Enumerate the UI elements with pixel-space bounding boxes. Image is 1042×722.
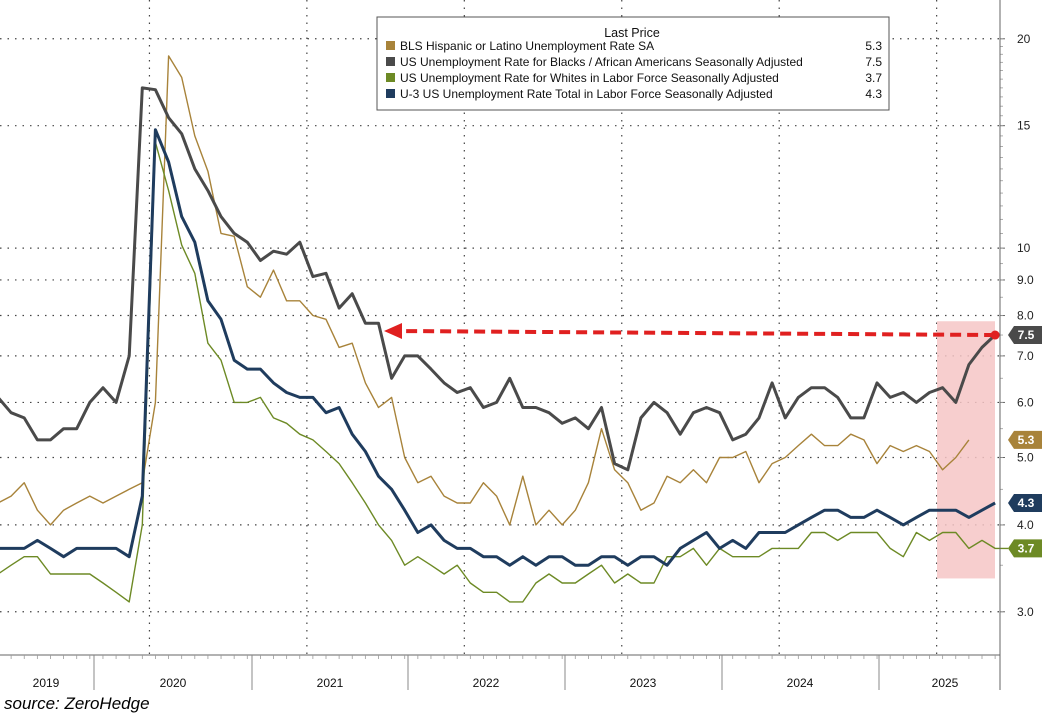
x-axis: 2019 2020 2021 2022 2023 2024 2025 [0, 654, 1000, 690]
badge-shape [1008, 539, 1042, 558]
badge-shape [1008, 494, 1042, 513]
legend-value: 5.3 [865, 39, 882, 53]
legend-rows: BLS Hispanic or Latino Unemployment Rate… [386, 39, 882, 101]
legend-label: US Unemployment Rate for Blacks / Africa… [400, 55, 803, 69]
y-tick-label: 3.0 [1017, 605, 1034, 619]
last-value-badge-white: 3.7 [1008, 539, 1042, 558]
series-line-black [0, 86, 997, 472]
last-value-badges: 5.3 3.7 7.5 4.3 [1008, 326, 1042, 558]
arrow-line [399, 329, 996, 338]
last-value-badge-hispanic: 5.3 [1008, 430, 1042, 449]
badge-value: 7.5 [1018, 328, 1035, 342]
badge-value: 3.7 [1018, 541, 1035, 555]
legend-swatch [386, 57, 395, 66]
y-tick-label: 4.0 [1017, 518, 1034, 532]
legend-value: 3.7 [865, 71, 882, 85]
badge-shape [1008, 430, 1042, 449]
badge-shape [1008, 326, 1042, 345]
series-line-hispanic [0, 55, 970, 526]
y-tick-label: 7.0 [1017, 349, 1034, 363]
badge-value: 5.3 [1018, 433, 1035, 447]
legend-row-hispanic: BLS Hispanic or Latino Unemployment Rate… [386, 39, 882, 53]
legend-title: Last Price [604, 26, 660, 40]
x-tick-label: 2019 [33, 676, 60, 690]
last-value-badge-black: 7.5 [1008, 326, 1042, 345]
series-line-total [0, 128, 996, 567]
x-tick-label: 2024 [787, 676, 814, 690]
arrow-head [384, 323, 402, 340]
arrow-tail-dot [990, 330, 1000, 340]
legend-row-white: US Unemployment Rate for Whites in Labor… [386, 71, 882, 85]
y-tick-label: 9.0 [1017, 273, 1034, 287]
recent-highlight [937, 321, 995, 579]
legend-label: U-3 US Unemployment Rate Total in Labor … [400, 87, 773, 101]
series-line-white [0, 141, 1009, 603]
legend: Last Price BLS Hispanic or Latino Unempl… [376, 16, 890, 111]
legend-row-total: U-3 US Unemployment Rate Total in Labor … [386, 87, 882, 101]
legend-value: 7.5 [865, 55, 882, 69]
arrow-annotation [384, 323, 1000, 340]
legend-value: 4.3 [865, 87, 882, 101]
legend-swatch [386, 89, 395, 98]
legend-label: BLS Hispanic or Latino Unemployment Rate… [400, 39, 654, 53]
y-tick-label: 8.0 [1017, 309, 1034, 323]
x-tick-label: 2021 [317, 676, 344, 690]
y-tick-label: 15 [1017, 119, 1031, 133]
y-axis: 3.0 4.0 5.0 6.0 7.0 8.0 9.0 10 15 20 [999, 0, 1034, 690]
last-value-badge-total: 4.3 [1008, 494, 1042, 513]
series-layer [0, 55, 1009, 603]
y-tick-label: 6.0 [1017, 395, 1034, 409]
badge-value: 4.3 [1018, 496, 1035, 510]
legend-label: US Unemployment Rate for Whites in Labor… [400, 71, 779, 85]
legend-swatch [386, 41, 395, 50]
source-credit: source: ZeroHedge [4, 694, 150, 713]
legend-box [376, 16, 890, 111]
y-tick-label: 20 [1017, 32, 1031, 46]
x-tick-label: 2025 [932, 676, 959, 690]
x-tick-label: 2023 [630, 676, 657, 690]
x-tick-label: 2022 [473, 676, 500, 690]
y-tick-label: 10 [1017, 241, 1031, 255]
legend-row-black: US Unemployment Rate for Blacks / Africa… [386, 55, 882, 69]
legend-swatch [386, 73, 395, 82]
y-tick-label: 5.0 [1017, 450, 1034, 464]
x-tick-label: 2020 [160, 676, 187, 690]
